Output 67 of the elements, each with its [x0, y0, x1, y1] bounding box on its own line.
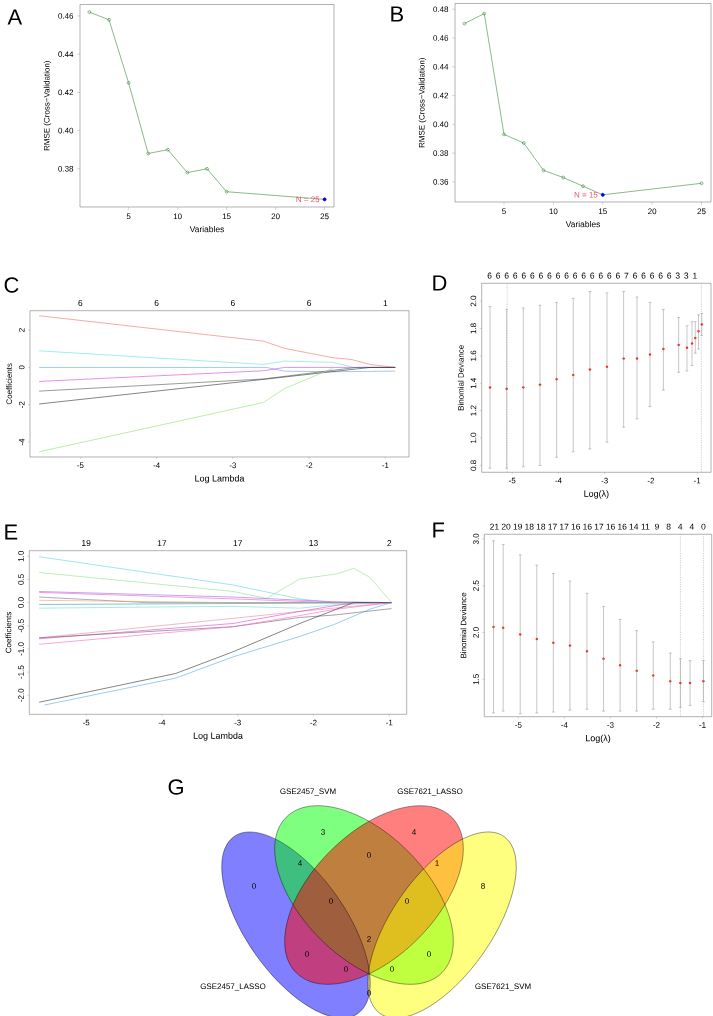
text: 0 — [701, 523, 706, 530]
text: 6 — [667, 272, 672, 279]
text: 17 — [594, 523, 604, 530]
chart-title: B — [391, 6, 403, 22]
text: 6 — [307, 300, 312, 307]
text: 6 — [581, 272, 586, 279]
text: 17 — [548, 523, 557, 530]
text: 6 — [78, 300, 83, 307]
chart-title: D — [433, 275, 447, 291]
text: 17 — [233, 540, 242, 547]
text: 6 — [590, 272, 595, 279]
text: 18 — [525, 523, 534, 530]
x-axis-title: Log Lambda — [195, 474, 245, 484]
chart-title: C — [4, 277, 19, 293]
text: 13 — [309, 540, 318, 547]
text: 6 — [573, 272, 578, 279]
text: 3 — [675, 272, 680, 279]
text: 18 — [536, 523, 546, 530]
text: 16 — [583, 523, 592, 530]
text: 6 — [641, 272, 646, 279]
text: 6 — [598, 272, 603, 279]
text: 17 — [157, 540, 167, 547]
text: 16 — [618, 523, 627, 530]
text: G — [168, 779, 183, 795]
text: 6 — [530, 272, 535, 279]
text: 21 — [490, 523, 499, 530]
text: 1 — [693, 272, 697, 279]
text: 6 — [633, 272, 637, 279]
text: 6 — [658, 272, 663, 279]
text: 4 — [689, 523, 694, 530]
text: 11 — [641, 523, 650, 530]
text: 6 — [556, 272, 560, 279]
chart-title: E — [5, 524, 18, 540]
text: 4 — [678, 523, 683, 530]
text: 6 — [154, 300, 159, 307]
text: 8 — [666, 523, 671, 530]
x-axis-title: Log Lambda — [193, 732, 243, 741]
text: 6 — [230, 300, 235, 307]
text: 9 — [655, 523, 659, 530]
text: 20 — [501, 523, 511, 530]
text: 6 — [521, 272, 526, 279]
x-axis-title: Variables — [565, 220, 601, 228]
text: 16 — [606, 523, 615, 530]
text: 16 — [571, 523, 581, 530]
text: 6 — [564, 272, 569, 279]
text: 2 — [387, 540, 392, 547]
text: 6 — [547, 272, 552, 279]
chart-title: A — [7, 9, 23, 25]
text: 19 — [513, 523, 522, 530]
text: 1 — [383, 300, 388, 307]
text: 14 — [629, 523, 639, 530]
x-axis-title: Log(λ) — [584, 490, 609, 499]
text: 6 — [650, 272, 655, 279]
text: 6 — [538, 272, 543, 279]
x-axis-title: Log(λ) — [586, 734, 611, 744]
text: 6 — [615, 272, 620, 279]
text: 19 — [82, 540, 91, 547]
text: 17 — [560, 523, 569, 530]
text: 3 — [684, 272, 689, 279]
text: 7 — [624, 272, 629, 279]
text: 6 — [487, 272, 492, 279]
chart-title: F — [433, 522, 445, 538]
text: 6 — [607, 272, 612, 279]
x-axis-title: Variables — [189, 225, 225, 233]
text: 6 — [504, 272, 509, 279]
text: 6 — [513, 272, 518, 279]
text: 6 — [496, 272, 501, 279]
